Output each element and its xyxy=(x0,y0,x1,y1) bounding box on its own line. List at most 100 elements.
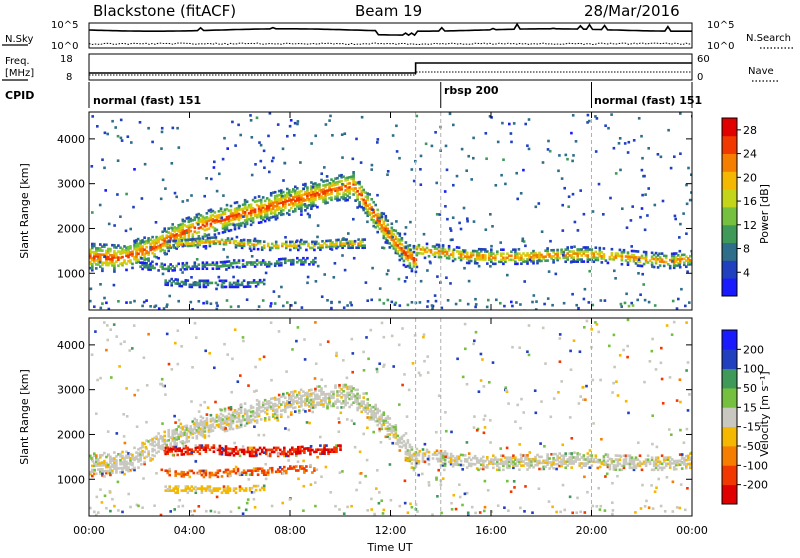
heatmap-cell xyxy=(213,161,216,164)
heatmap-cell xyxy=(348,196,351,199)
heatmap-cell xyxy=(370,498,373,501)
heatmap-cell xyxy=(246,502,249,505)
heatmap-cell xyxy=(543,445,546,448)
heatmap-cell xyxy=(268,171,271,174)
heatmap-cell xyxy=(231,121,234,124)
heatmap-cell xyxy=(645,500,648,503)
heatmap-cell xyxy=(264,200,267,203)
heatmap-cell xyxy=(552,249,555,252)
heatmap-cell xyxy=(330,196,333,199)
heatmap-cell xyxy=(305,249,308,252)
freq-label: Freq. xyxy=(5,56,30,67)
heatmap-cell xyxy=(325,444,328,447)
heatmap-cell xyxy=(405,276,408,279)
heatmap-cell xyxy=(265,272,268,275)
heatmap-cell xyxy=(395,236,398,239)
heatmap-cell xyxy=(523,280,526,283)
y-tick-label: 4000 xyxy=(57,133,85,146)
heatmap-cell xyxy=(642,283,645,286)
heatmap-cell xyxy=(611,252,614,255)
heatmap-cell xyxy=(168,240,171,243)
heatmap-cell xyxy=(120,119,123,122)
heatmap-cell xyxy=(206,413,209,416)
heatmap-cell xyxy=(125,230,128,233)
heatmap-cell xyxy=(207,444,210,447)
heatmap-cell xyxy=(198,300,201,303)
heatmap-cell xyxy=(250,249,253,252)
heatmap-cell xyxy=(250,203,253,206)
heatmap-cell xyxy=(192,223,195,226)
heatmap-cell xyxy=(407,439,410,442)
heatmap-cell xyxy=(344,269,347,272)
heatmap-cell xyxy=(332,391,335,394)
heatmap-cell xyxy=(409,262,412,265)
heatmap-cell xyxy=(563,187,566,190)
heatmap-cell xyxy=(316,206,319,209)
heatmap-cell xyxy=(348,182,351,185)
heatmap-cell xyxy=(242,415,245,418)
heatmap-cell xyxy=(187,279,190,282)
heatmap-cell xyxy=(450,502,453,505)
heatmap-cell xyxy=(237,305,240,308)
heatmap-cell xyxy=(334,384,337,387)
heatmap-cell xyxy=(252,217,255,220)
heatmap-cell xyxy=(99,488,102,491)
heatmap-cell xyxy=(254,208,257,211)
heatmap-cell xyxy=(147,251,150,254)
heatmap-cell xyxy=(452,216,455,219)
heatmap-cell xyxy=(145,246,148,249)
heatmap-cell xyxy=(143,236,146,239)
heatmap-cell xyxy=(615,380,618,383)
heatmap-cell xyxy=(143,356,146,359)
y-tick-label: 1000 xyxy=(57,267,85,280)
heatmap-cell xyxy=(529,259,532,262)
heatmap-cell xyxy=(254,163,257,166)
heatmap-cell xyxy=(351,419,354,422)
heatmap-cell xyxy=(557,170,560,173)
heatmap-cell xyxy=(93,469,96,472)
heatmap-cell xyxy=(210,302,213,305)
heatmap-cell xyxy=(161,131,164,134)
heatmap-cell xyxy=(304,410,307,413)
heatmap-cell xyxy=(494,263,497,266)
heatmap-cell xyxy=(283,447,286,450)
heatmap-cell xyxy=(210,178,213,181)
heatmap-cell xyxy=(310,389,313,392)
heatmap-cell xyxy=(403,260,406,263)
heatmap-cell xyxy=(242,340,245,343)
heatmap-cell xyxy=(104,495,107,498)
freq-panel-frame xyxy=(89,54,692,80)
nave-label: Nave xyxy=(748,66,774,77)
heatmap-cell xyxy=(155,435,158,438)
heatmap-cell xyxy=(280,262,283,265)
heatmap-cell xyxy=(342,390,345,393)
heatmap-cell xyxy=(157,450,160,453)
heatmap-cell xyxy=(167,227,170,230)
heatmap-cell xyxy=(579,350,582,353)
heatmap-cell xyxy=(464,454,467,457)
heatmap-cell xyxy=(105,244,108,247)
heatmap-cell xyxy=(263,244,266,247)
heatmap-cell xyxy=(212,429,215,432)
heatmap-cell xyxy=(193,423,196,426)
heatmap-cell xyxy=(293,466,296,469)
heatmap-cell xyxy=(453,248,456,251)
heatmap-cell xyxy=(628,305,631,308)
heatmap-cell xyxy=(484,254,487,257)
heatmap-cell xyxy=(242,445,245,448)
heatmap-cell xyxy=(172,454,175,457)
heatmap-cell xyxy=(246,200,249,203)
heatmap-cell xyxy=(235,446,238,449)
heatmap-cell xyxy=(255,489,258,492)
heatmap-cell xyxy=(381,246,384,249)
heatmap-cell xyxy=(490,248,493,251)
heatmap-cell xyxy=(559,333,562,336)
heatmap-cell xyxy=(295,465,298,468)
heatmap-cell xyxy=(587,114,590,117)
heatmap-cell xyxy=(195,460,198,463)
heatmap-cell xyxy=(246,215,249,218)
heatmap-cell xyxy=(422,448,425,451)
heatmap-cell xyxy=(314,135,317,138)
